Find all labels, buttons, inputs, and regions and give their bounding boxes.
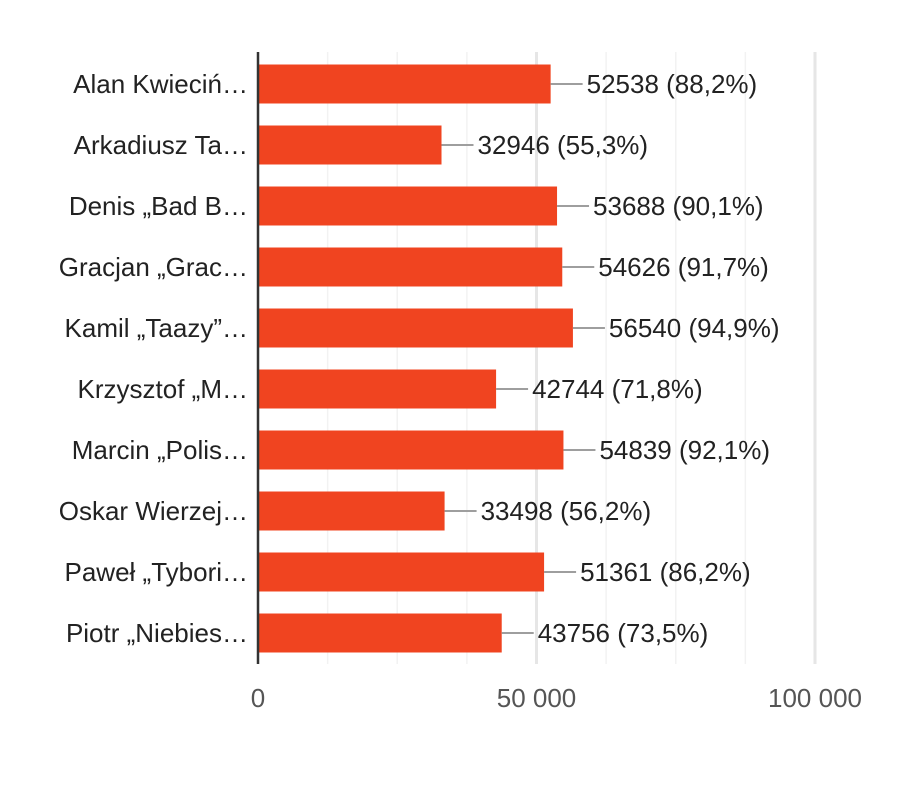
bar xyxy=(258,613,502,653)
data-label: 56540 (94,9%) xyxy=(609,313,780,343)
bar xyxy=(258,552,545,592)
category-label: Arkadiusz Ta… xyxy=(74,130,248,160)
data-label: 43756 (73,5%) xyxy=(538,618,709,648)
category-label: Paweł „Tybori… xyxy=(65,557,249,587)
bar xyxy=(258,247,563,287)
bar xyxy=(258,369,497,409)
x-tick-label: 100 000 xyxy=(768,683,862,713)
data-label: 52538 (88,2%) xyxy=(587,69,758,99)
category-label: Gracjan „Grac… xyxy=(59,252,248,282)
bar xyxy=(258,491,445,531)
data-label: 53688 (90,1%) xyxy=(593,191,764,221)
data-label: 51361 (86,2%) xyxy=(580,557,751,587)
bar xyxy=(258,125,442,165)
data-label: 42744 (71,8%) xyxy=(532,374,703,404)
data-label: 54839 (92,1%) xyxy=(599,435,770,465)
category-label: Denis „Bad B… xyxy=(69,191,248,221)
bars xyxy=(258,64,573,653)
category-label: Kamil „Taazy”… xyxy=(65,313,248,343)
bar xyxy=(258,430,564,470)
category-label: Krzysztof „M… xyxy=(78,374,248,404)
bar xyxy=(258,64,551,104)
data-label: 54626 (91,7%) xyxy=(598,252,769,282)
category-label: Alan Kwieciń… xyxy=(73,69,248,99)
data-label: 33498 (56,2%) xyxy=(481,496,652,526)
category-label: Oskar Wierzej… xyxy=(59,496,248,526)
bar xyxy=(258,308,573,348)
data-label: 32946 (55,3%) xyxy=(478,130,649,160)
x-tick-label: 50 000 xyxy=(497,683,577,713)
labels: 52538 (88,2%) Alan Kwieciń… 32946 (55,3%) A… xyxy=(59,69,862,713)
category-label: Marcin „Polis… xyxy=(72,435,248,465)
bar xyxy=(258,186,558,226)
category-label: Piotr „Niebies… xyxy=(66,618,248,648)
x-tick-label: 0 xyxy=(251,683,265,713)
